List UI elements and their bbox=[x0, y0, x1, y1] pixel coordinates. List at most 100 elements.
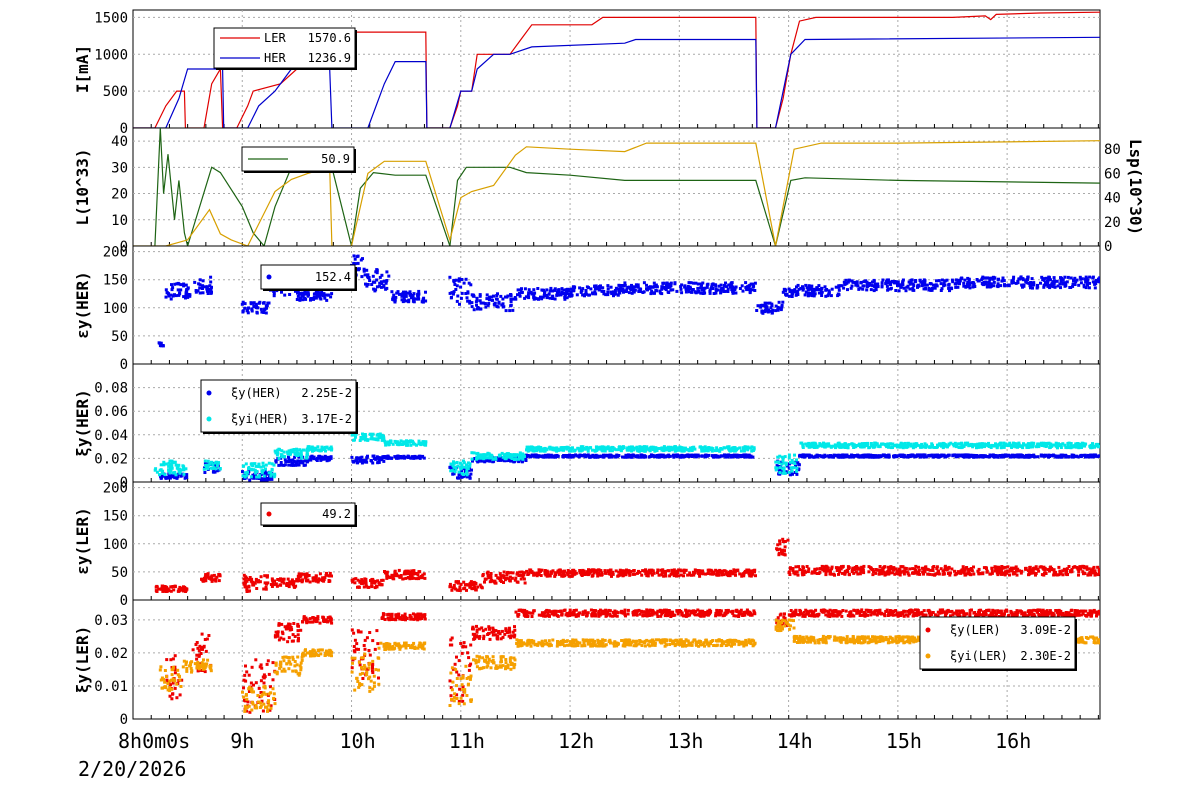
data-point bbox=[1046, 281, 1050, 285]
data-point bbox=[473, 457, 476, 461]
data-point bbox=[470, 451, 474, 455]
data-point bbox=[212, 466, 216, 470]
data-point bbox=[812, 287, 816, 291]
data-point bbox=[1022, 442, 1025, 446]
data-point bbox=[163, 585, 167, 589]
data-point bbox=[1003, 454, 1007, 458]
data-point bbox=[362, 269, 366, 273]
data-point bbox=[322, 447, 325, 451]
data-point bbox=[172, 474, 176, 478]
data-point bbox=[623, 281, 627, 285]
data-point bbox=[354, 459, 358, 463]
data-point bbox=[783, 471, 787, 475]
data-point bbox=[469, 472, 473, 476]
data-point bbox=[929, 288, 933, 292]
data-point bbox=[673, 281, 677, 285]
data-point bbox=[161, 344, 165, 347]
data-point bbox=[742, 453, 746, 457]
data-point bbox=[692, 573, 696, 577]
y-tick-label: 20 bbox=[111, 187, 128, 203]
data-point bbox=[208, 462, 212, 466]
data-point bbox=[518, 294, 522, 298]
data-point bbox=[276, 578, 280, 581]
data-point bbox=[198, 291, 202, 295]
data-point bbox=[679, 287, 683, 291]
data-point bbox=[910, 444, 914, 448]
data-point bbox=[544, 453, 547, 457]
data-point bbox=[624, 290, 628, 293]
data-point bbox=[406, 291, 410, 295]
data-point bbox=[992, 284, 996, 288]
data-point bbox=[174, 294, 178, 298]
data-point bbox=[475, 303, 478, 307]
data-point bbox=[176, 281, 180, 285]
data-point bbox=[173, 476, 177, 480]
data-point bbox=[827, 455, 831, 459]
data-point bbox=[687, 449, 691, 453]
data-point bbox=[810, 294, 814, 298]
data-point bbox=[499, 294, 503, 298]
data-point bbox=[366, 282, 370, 286]
data-point bbox=[875, 282, 878, 286]
data-point bbox=[1077, 283, 1081, 287]
data-point bbox=[452, 280, 456, 284]
y-axis-label: εy(HER) bbox=[73, 271, 92, 338]
data-point bbox=[162, 588, 166, 592]
data-point bbox=[360, 578, 364, 582]
data-point bbox=[636, 285, 640, 289]
data-point bbox=[684, 290, 688, 294]
data-point bbox=[454, 288, 458, 291]
data-point bbox=[469, 582, 473, 586]
data-point bbox=[509, 303, 513, 307]
data-point bbox=[591, 448, 594, 452]
data-point bbox=[1052, 443, 1055, 447]
data-point bbox=[548, 296, 552, 300]
data-point bbox=[686, 284, 690, 288]
data-point bbox=[422, 456, 426, 460]
data-point bbox=[180, 587, 184, 591]
data-point bbox=[995, 446, 999, 450]
data-point bbox=[403, 442, 407, 446]
data-point bbox=[351, 459, 355, 463]
data-point bbox=[1047, 275, 1051, 279]
data-point bbox=[457, 470, 461, 474]
data-point bbox=[838, 284, 842, 288]
data-point bbox=[417, 289, 421, 293]
data-point bbox=[478, 293, 482, 297]
y2-tick-label: 80 bbox=[1104, 142, 1121, 158]
data-point bbox=[992, 444, 996, 448]
data-point bbox=[967, 284, 971, 288]
data-point bbox=[1016, 279, 1020, 283]
data-point bbox=[415, 297, 419, 301]
data-point bbox=[210, 579, 214, 583]
data-point bbox=[1060, 276, 1064, 280]
data-point bbox=[951, 280, 955, 284]
data-point bbox=[682, 454, 686, 458]
data-point bbox=[381, 578, 385, 582]
data-point bbox=[379, 285, 383, 289]
data-point bbox=[254, 471, 258, 475]
data-point bbox=[698, 286, 702, 290]
data-point bbox=[182, 468, 186, 472]
data-point bbox=[662, 286, 666, 290]
data-point bbox=[480, 586, 484, 590]
data-point bbox=[988, 453, 992, 457]
data-point bbox=[169, 469, 173, 473]
data-point bbox=[316, 578, 320, 582]
data-point bbox=[320, 445, 324, 449]
data-point bbox=[465, 469, 469, 473]
data-point bbox=[990, 453, 994, 457]
data-point bbox=[770, 302, 774, 306]
data-point bbox=[837, 441, 841, 445]
data-point bbox=[779, 306, 783, 310]
data-point bbox=[633, 285, 637, 289]
data-point bbox=[794, 464, 797, 468]
data-point bbox=[913, 454, 917, 458]
data-point bbox=[664, 454, 668, 458]
data-point bbox=[986, 284, 990, 288]
data-point bbox=[1036, 442, 1040, 446]
data-point bbox=[382, 279, 386, 283]
data-point bbox=[328, 456, 332, 460]
